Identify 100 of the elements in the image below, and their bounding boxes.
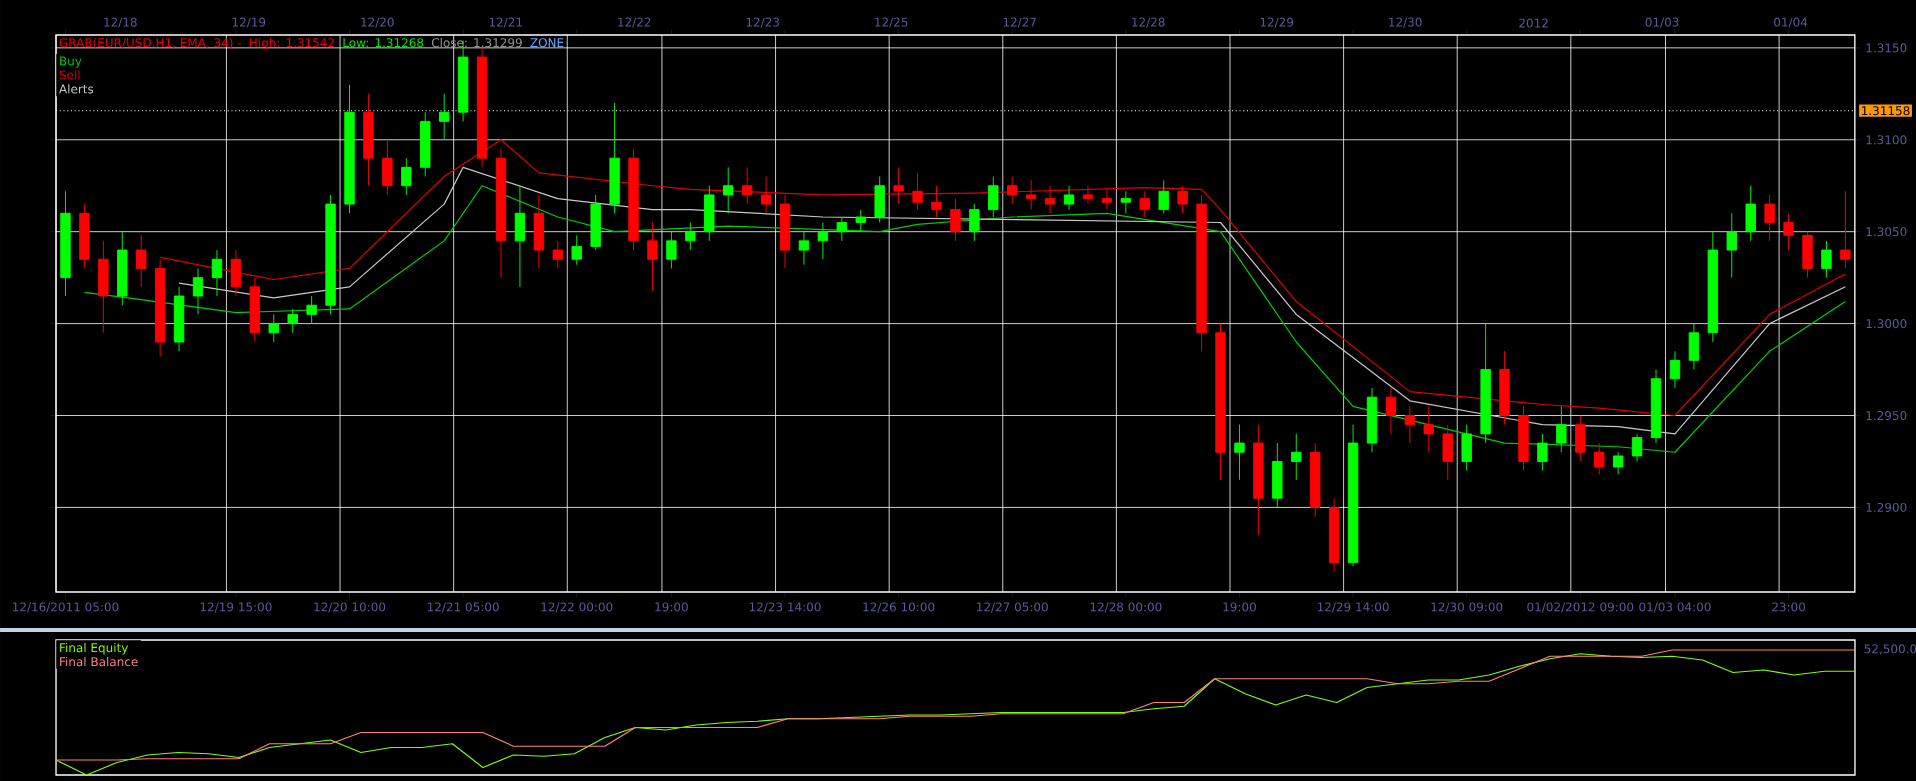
candlestick [420, 111, 431, 178]
x-tick-label: 12/26 10:00 [863, 602, 935, 613]
x-tick-label: 12/27 05:00 [977, 602, 1048, 613]
candlestick [1082, 185, 1094, 205]
candlestick [1139, 190, 1150, 218]
annotation: Low: 1.31268 [343, 38, 424, 48]
x-tick-label: 12/22 00:00 [541, 602, 613, 613]
text: 12/28 [1132, 17, 1165, 28]
candlestick [79, 203, 90, 269]
text: Sell [59, 70, 80, 80]
candlestick [268, 313, 279, 343]
candlestick [1044, 185, 1056, 214]
x-tick-label: 01/02/2012 09:00 [1527, 602, 1634, 613]
candlestick [1518, 405, 1529, 472]
candlestick [173, 286, 185, 352]
text: 12/29 [1260, 17, 1294, 28]
candlestick [249, 277, 261, 343]
candlestick [666, 231, 677, 269]
candlestick [1196, 194, 1207, 352]
candlestick [912, 172, 923, 211]
candlestick [1120, 190, 1132, 214]
text: 2012 [1519, 18, 1548, 28]
line-series [178, 166, 1846, 435]
candlestick [306, 295, 317, 325]
candlestick [1612, 451, 1624, 475]
text: 12/20 [361, 17, 394, 28]
candlestick [1253, 424, 1264, 536]
candlestick [760, 176, 772, 214]
ref-line-label: 1.31158 [1862, 106, 1910, 116]
x-tick-label: 19:00 [655, 602, 688, 612]
candlestick [495, 148, 507, 279]
x-tick-label: 19:00 [1223, 602, 1256, 612]
candlestick [1783, 212, 1794, 251]
candlestick [1442, 424, 1453, 481]
candlestick [401, 157, 412, 196]
candlestick [476, 47, 488, 168]
candlestick [117, 231, 128, 306]
text: Alerts [59, 84, 94, 94]
candlestick [1840, 190, 1851, 269]
annotation: ZONE [530, 38, 564, 48]
candlestick [1404, 405, 1416, 444]
candlestick [287, 308, 298, 334]
candlestick [1158, 179, 1169, 214]
candlestick [836, 216, 848, 242]
text: 12/25 [875, 17, 908, 28]
candlestick [1291, 433, 1302, 481]
candlestick [647, 222, 658, 291]
candlestick [438, 93, 450, 141]
candlestick [1423, 405, 1435, 453]
annotation: High: 1.31542 [249, 37, 334, 50]
candlestick [1063, 185, 1075, 211]
candlestick [363, 93, 374, 187]
candlestick [609, 102, 620, 214]
candlestick [817, 222, 829, 260]
candlestick [1537, 433, 1548, 472]
candlestick [628, 148, 639, 251]
candlestick [552, 240, 563, 269]
text: 12/27 [1003, 17, 1036, 28]
candlestick [344, 84, 355, 214]
candlestick [1328, 497, 1340, 573]
x-tick-label: 12/19 15:00 [200, 602, 272, 613]
candlestick [514, 185, 526, 288]
candlestick [1764, 194, 1775, 242]
x-tick-label: 12/28 00:00 [1090, 602, 1162, 613]
candlestick [1707, 231, 1719, 343]
candlestick [1821, 240, 1832, 279]
candlestick [1802, 231, 1813, 279]
candlestick [1594, 442, 1605, 475]
candlestick [1007, 176, 1018, 205]
candlestick [382, 139, 393, 196]
candlestick [154, 258, 166, 358]
x-tick-label: 12/23 14:00 [749, 602, 821, 613]
candlestick [136, 234, 147, 288]
candlestick [874, 176, 885, 223]
candlestick [741, 166, 753, 205]
y-tick-label: 1.2950 [1866, 410, 1907, 421]
x-tick-label: 23:00 [1772, 602, 1806, 612]
text: 01/03 [1645, 17, 1679, 28]
text: 12/22 [618, 17, 651, 28]
candlestick [1366, 387, 1378, 453]
candlestick [893, 166, 904, 205]
candlestick [1177, 185, 1188, 214]
text: 12/19 [232, 17, 266, 28]
candlestick [950, 198, 961, 242]
candlestick [230, 249, 242, 297]
text: 01/04 [1774, 17, 1808, 28]
candlestick [1461, 424, 1472, 472]
x-tick-label: 12/20 10:00 [314, 602, 386, 613]
y-tick-label: 1.3000 [1866, 319, 1907, 329]
candlestick [1480, 323, 1491, 444]
y-tick-label: 1.3150 [1866, 43, 1907, 53]
candlestick [1309, 442, 1321, 518]
text: 52,500.0 [1864, 644, 1916, 655]
candlestick [1272, 442, 1283, 508]
candlestick [192, 267, 204, 315]
x-tick-label: 01/03 04:00 [1639, 602, 1711, 613]
text: 12/23 [746, 17, 780, 28]
candlestick [1499, 350, 1510, 426]
text: Final Equity [60, 642, 129, 655]
x-tick-label: 12/16/2011 05:00 [13, 602, 119, 613]
